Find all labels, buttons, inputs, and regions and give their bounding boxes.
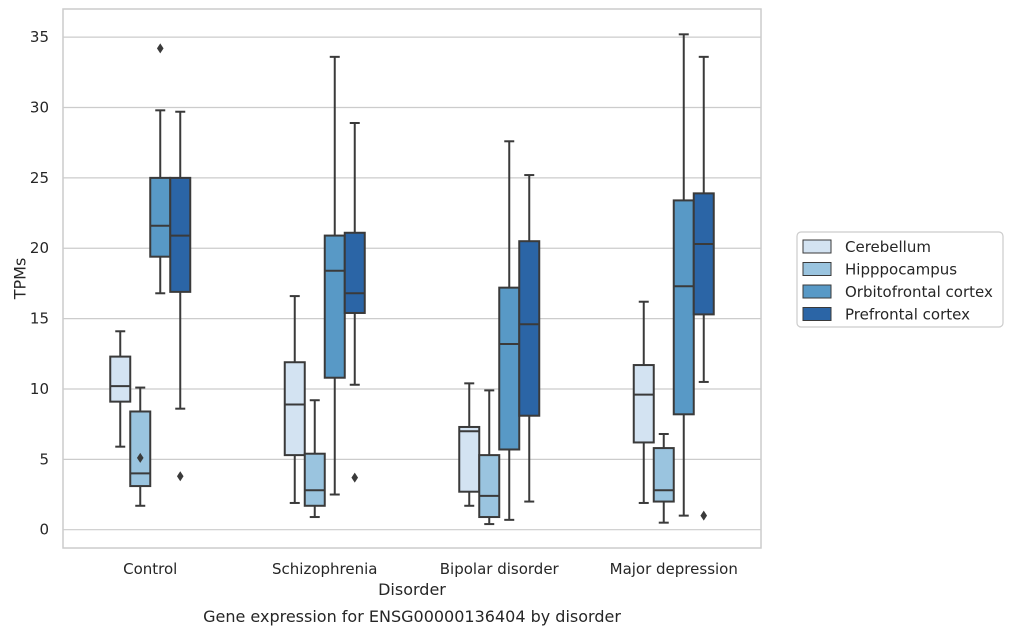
box-hipppocampus-3 <box>652 433 675 524</box>
outlier-point <box>700 510 708 521</box>
y-tick-label: 35 <box>30 28 49 46</box>
legend-label: Hipppocampus <box>845 261 957 279</box>
legend-label: Prefrontal cortex <box>845 306 970 324</box>
outlier-point <box>176 471 184 482</box>
box-iqr <box>458 425 481 493</box>
legend-swatch <box>802 284 832 299</box>
outlier-point <box>136 452 144 463</box>
legend-swatch <box>802 262 832 276</box>
box-iqr <box>652 447 675 503</box>
outlier-point <box>351 472 359 483</box>
box-iqr <box>518 240 541 417</box>
chart-caption: Gene expression for ENSG00000136404 by d… <box>203 607 621 626</box>
box-cerebellum-3 <box>632 300 655 504</box>
legend-label: Orbitofrontal cortex <box>845 283 993 301</box>
box-iqr <box>129 410 152 488</box>
box-iqr <box>323 234 346 379</box>
box-hipppocampus-2 <box>478 389 501 526</box>
legend: Cerebellum Hipppocampus Orbitofrontal cort… <box>796 231 1004 328</box>
x-axis-label: Disorder <box>378 580 446 599</box>
y-tick-label: 5 <box>39 450 49 468</box>
outlier-point <box>156 43 164 54</box>
box-prefrontal-cortex-0 <box>169 110 192 482</box>
x-axis-ticks: Control Schizophrenia Bipolar disorder Majo… <box>123 560 738 578</box>
plot-frame <box>62 8 762 549</box>
y-tick-label: 30 <box>30 99 49 117</box>
box-iqr <box>283 361 306 457</box>
legend-swatch <box>802 239 832 254</box>
y-axis-ticks: 0 5 10 15 20 25 30 35 <box>30 28 49 539</box>
box-iqr <box>149 176 172 258</box>
box-orbitofrontal-cortex-0 <box>149 43 172 295</box>
legend-label: Cerebellum <box>845 238 931 256</box>
y-tick-label: 20 <box>30 239 49 257</box>
box-orbitofrontal-cortex-2 <box>498 140 521 521</box>
box-hipppocampus-1 <box>303 399 326 519</box>
box-prefrontal-cortex-3 <box>692 55 715 521</box>
box-iqr <box>478 454 501 519</box>
box-iqr <box>498 286 521 451</box>
y-tick-label: 0 <box>39 521 49 539</box>
legend-frame <box>796 231 1004 328</box>
box-orbitofrontal-cortex-3 <box>672 33 695 517</box>
x-tick-label: Schizophrenia <box>272 560 377 578</box>
plot-area <box>109 33 715 526</box>
box-iqr <box>692 192 715 316</box>
box-iqr <box>343 231 366 314</box>
legend-swatch <box>802 307 832 321</box>
box-prefrontal-cortex-1 <box>343 121 366 483</box>
x-tick-label: Bipolar disorder <box>440 560 560 578</box>
box-hipppocampus-0 <box>129 386 152 507</box>
box-cerebellum-0 <box>109 330 132 448</box>
y-axis-label: TPMs <box>11 258 30 301</box>
box-iqr <box>632 364 655 444</box>
box-iqr <box>109 355 132 403</box>
box-iqr <box>672 199 695 416</box>
box-orbitofrontal-cortex-1 <box>323 55 346 496</box>
y-tick-label: 25 <box>30 169 49 187</box>
box-iqr <box>303 452 326 507</box>
y-tick-label: 15 <box>30 310 49 328</box>
box-cerebellum-1 <box>283 295 306 504</box>
x-tick-label: Control <box>123 560 177 578</box>
box-cerebellum-2 <box>458 382 481 507</box>
box-prefrontal-cortex-2 <box>518 174 541 503</box>
x-tick-label: Major depression <box>610 560 738 578</box>
y-tick-label: 10 <box>30 380 49 398</box>
